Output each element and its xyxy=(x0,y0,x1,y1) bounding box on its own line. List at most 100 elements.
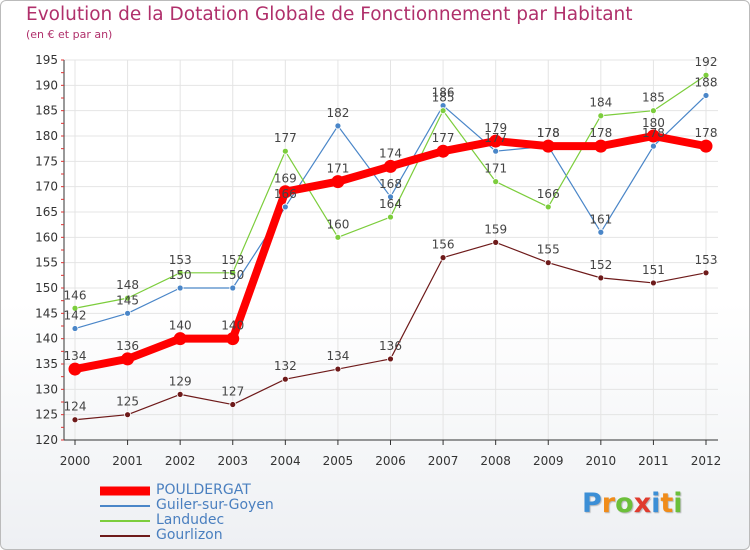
y-tick-label: 125 xyxy=(35,408,58,422)
data-label: 148 xyxy=(116,278,139,292)
logo-letter: r xyxy=(601,488,616,519)
data-point xyxy=(331,175,345,189)
data-point xyxy=(229,284,237,292)
proxiti-logo: Proxiti xyxy=(582,488,683,519)
data-label: 142 xyxy=(64,309,87,323)
data-label: 180 xyxy=(642,116,665,130)
data-label: 177 xyxy=(432,131,455,145)
data-point xyxy=(71,304,79,312)
data-label: 184 xyxy=(589,96,612,110)
data-point xyxy=(384,159,397,173)
data-point xyxy=(594,139,608,153)
data-label: 178 xyxy=(695,126,718,140)
logo-letter: P xyxy=(582,488,602,519)
x-tick-label: 2011 xyxy=(638,454,669,468)
data-point xyxy=(71,325,79,332)
data-point xyxy=(702,269,710,277)
data-label: 160 xyxy=(326,217,349,231)
data-label: 150 xyxy=(221,268,244,282)
data-point xyxy=(68,362,82,376)
x-tick-label: 2001 xyxy=(112,454,143,468)
y-tick-label: 185 xyxy=(35,104,58,118)
data-label: 125 xyxy=(116,395,139,409)
data-label: 186 xyxy=(432,86,455,100)
y-tick-label: 195 xyxy=(35,53,58,67)
data-point xyxy=(702,92,710,99)
data-label: 178 xyxy=(589,126,612,140)
data-label: 177 xyxy=(484,131,507,145)
data-label: 159 xyxy=(484,222,507,236)
logo-letter: o xyxy=(615,488,634,519)
data-label: 168 xyxy=(379,177,402,191)
chart-title: Evolution de la Dotation Globale de Fonc… xyxy=(26,4,633,25)
data-point xyxy=(278,185,292,199)
data-label: 150 xyxy=(169,268,192,282)
data-label: 136 xyxy=(116,339,139,353)
y-tick-label: 155 xyxy=(35,256,58,270)
data-label: 153 xyxy=(169,253,192,267)
legend-swatch xyxy=(100,534,150,537)
legend-swatch xyxy=(100,504,150,507)
data-point xyxy=(229,401,237,408)
data-label: 127 xyxy=(221,385,244,399)
data-label: 124 xyxy=(64,400,87,414)
data-label: 185 xyxy=(642,91,665,105)
data-label: 185 xyxy=(432,91,455,105)
data-point xyxy=(226,332,240,346)
data-label: 182 xyxy=(326,106,349,120)
data-point xyxy=(646,129,660,143)
legend-swatch xyxy=(100,486,150,495)
data-label: 177 xyxy=(274,131,297,145)
data-label: 132 xyxy=(274,359,297,373)
data-label: 153 xyxy=(221,253,244,267)
data-label: 166 xyxy=(537,187,560,201)
data-point xyxy=(121,352,135,366)
data-point xyxy=(699,139,713,153)
data-label: 145 xyxy=(116,293,139,307)
y-tick-label: 175 xyxy=(35,154,58,168)
data-point xyxy=(124,411,131,419)
data-point xyxy=(489,134,503,148)
data-label: 152 xyxy=(589,258,612,272)
data-point xyxy=(71,416,79,424)
legend-label: Landudec xyxy=(156,512,225,528)
data-point xyxy=(541,139,555,153)
legend-swatch xyxy=(100,519,150,522)
y-tick-label: 150 xyxy=(35,281,58,295)
data-label: 129 xyxy=(169,374,192,388)
chart-subtitle: (en € et par an) xyxy=(26,28,113,41)
x-tick-label: 2010 xyxy=(586,454,617,468)
data-label: 136 xyxy=(379,339,402,353)
data-label: 174 xyxy=(379,146,402,160)
data-point xyxy=(387,355,394,363)
data-label: 155 xyxy=(537,243,560,257)
data-point xyxy=(281,203,289,211)
data-point xyxy=(492,238,500,246)
y-tick-label: 170 xyxy=(35,180,58,194)
x-tick-label: 2007 xyxy=(428,454,459,468)
data-point xyxy=(492,178,500,186)
data-point xyxy=(334,122,342,130)
y-tick-label: 130 xyxy=(35,382,58,396)
data-point xyxy=(281,147,289,155)
logo-letter: t xyxy=(660,488,674,519)
data-label: 171 xyxy=(326,162,349,176)
data-label: 192 xyxy=(695,55,718,69)
legend-label: POULDERGAT xyxy=(156,482,251,498)
data-label: 171 xyxy=(484,162,507,176)
data-label: 178 xyxy=(537,126,560,140)
data-label: 178 xyxy=(537,126,560,140)
legend-label: Guiler-sur-Goyen xyxy=(156,497,274,513)
data-point xyxy=(436,144,450,158)
data-point xyxy=(334,233,342,241)
y-tick-label: 135 xyxy=(35,357,58,371)
data-point xyxy=(229,269,237,277)
data-point xyxy=(387,193,394,201)
y-tick-label: 140 xyxy=(35,332,58,346)
y-tick-label: 145 xyxy=(35,306,58,320)
x-tick-label: 2008 xyxy=(480,454,511,468)
data-point xyxy=(387,213,394,221)
logo-letter: x xyxy=(633,488,652,519)
data-point xyxy=(492,147,500,155)
data-point xyxy=(439,254,447,262)
